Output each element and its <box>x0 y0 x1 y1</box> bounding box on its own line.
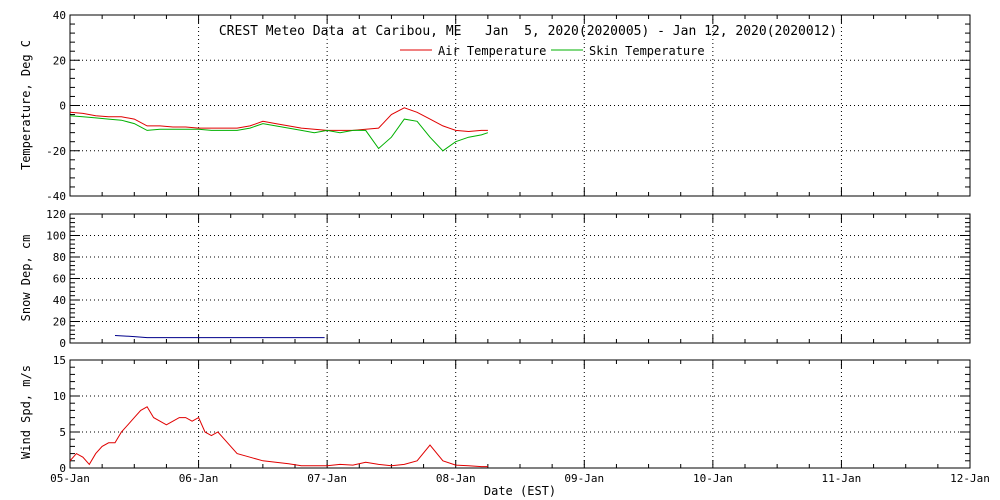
temperature-ytick-label: 40 <box>53 9 66 22</box>
wind-speed-ytick-label: 15 <box>53 354 66 367</box>
temperature-ytick-label: 20 <box>53 54 66 67</box>
snow-depth-series-line <box>114 335 325 339</box>
temperature-panel: Temperature, Deg C Air Temperature Skin … <box>19 9 971 203</box>
snow-depth-frame <box>69 213 971 344</box>
temperature-legend: Air Temperature Skin Temperature <box>400 44 705 58</box>
x-axis-label: Date (EST) <box>484 484 556 498</box>
snow-depth-panel: Snow Dep, cm 0 20 40 60 80 100 120 <box>19 208 971 350</box>
skin-temperature-series-line <box>69 115 489 152</box>
wind-speed-ytick-label: 10 <box>53 390 66 403</box>
x-tick-label: 11-Jan <box>822 472 862 485</box>
x-tick-label: 12-Jan <box>950 472 990 485</box>
snow-depth-ytick-label: 60 <box>53 273 66 286</box>
x-tick-label: 07-Jan <box>307 472 347 485</box>
wind-speed-panel: Wind Spd, m/s 0 5 10 15 <box>19 354 971 475</box>
snow-depth-ytick-label: 20 <box>53 316 66 329</box>
temperature-ytick-label: -40 <box>46 190 66 203</box>
snow-depth-ytick-label: 40 <box>53 294 66 307</box>
temperature-frame <box>69 14 971 197</box>
temperature-ylabel: Temperature, Deg C <box>19 40 33 170</box>
wind-speed-ylabel: Wind Spd, m/s <box>19 365 33 459</box>
wind-speed-ytick-label: 5 <box>59 426 66 439</box>
snow-depth-ytick-label: 120 <box>46 208 66 221</box>
wind-speed-ytick-label: 0 <box>59 462 66 475</box>
snow-depth-ytick-label: 0 <box>59 337 66 350</box>
x-tick-label: 09-Jan <box>564 472 604 485</box>
x-tick-label: 05-Jan <box>50 472 90 485</box>
chart-title: CREST Meteo Data at Caribou, ME Jan 5, 2… <box>219 24 837 39</box>
temperature-ytick-label: 0 <box>59 100 66 113</box>
wind-speed-frame <box>69 359 971 469</box>
x-tick-label: 08-Jan <box>436 472 476 485</box>
snow-depth-ytick-label: 80 <box>53 251 66 264</box>
snow-depth-ylabel: Snow Dep, cm <box>19 235 33 322</box>
air-temperature-series-line <box>69 107 488 133</box>
snow-depth-ytick-label: 100 <box>46 230 66 243</box>
x-tick-label: 10-Jan <box>693 472 733 485</box>
temperature-ytick-label: -20 <box>46 145 66 158</box>
x-tick-label: 06-Jan <box>179 472 219 485</box>
legend-air-label: Air Temperature <box>438 44 546 58</box>
wind-speed-series-line <box>69 406 488 468</box>
legend-skin-label: Skin Temperature <box>589 44 705 58</box>
